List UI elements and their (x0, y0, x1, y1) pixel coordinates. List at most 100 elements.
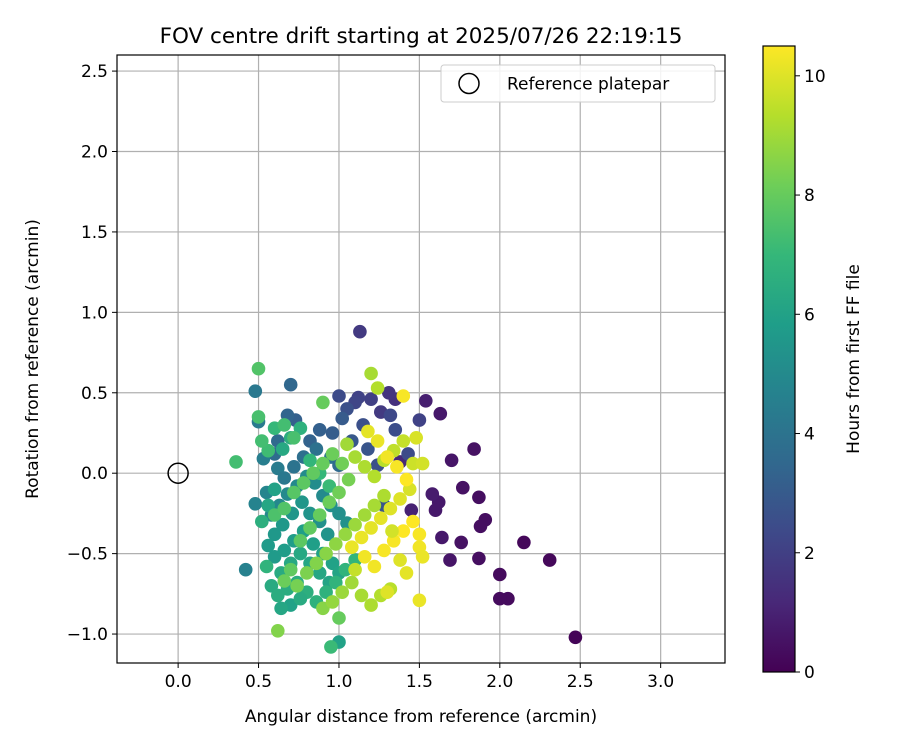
data-point (332, 611, 346, 625)
colorbar: 0 2 4 6 8 10 Hours from first FF file (762, 45, 864, 683)
data-point (248, 497, 263, 511)
data-point (306, 466, 321, 481)
data-point (374, 511, 388, 525)
colorbar-tick-label: 10 (804, 67, 826, 87)
data-point (493, 591, 507, 606)
x-tick-label: 3.0 (647, 672, 674, 692)
data-point (385, 524, 399, 538)
grid (117, 55, 725, 663)
data-point (277, 418, 292, 432)
data-point (370, 381, 385, 395)
data-point (493, 567, 507, 582)
data-point (338, 562, 353, 577)
data-point (254, 514, 269, 529)
data-point (325, 595, 340, 609)
colorbar-tick-label: 8 (804, 186, 815, 206)
data-point (364, 366, 378, 381)
y-tick-label: 2.5 (81, 62, 108, 82)
data-point (316, 456, 330, 471)
data-point (456, 480, 470, 495)
legend-label: Reference platepar (507, 75, 669, 95)
data-point (415, 456, 430, 471)
data-point (325, 447, 340, 461)
data-point (393, 553, 407, 567)
x-tick-label: 0.5 (245, 672, 272, 692)
data-point (283, 562, 298, 577)
y-tick-label: 1.5 (81, 223, 108, 243)
data-point (306, 537, 321, 551)
data-point (340, 437, 354, 452)
data-point (293, 534, 308, 548)
data-point (251, 361, 266, 376)
data-point (517, 535, 531, 550)
data-point (309, 442, 324, 456)
data-point (409, 431, 424, 445)
data-point (322, 479, 337, 493)
x-tick-label: 2.0 (486, 672, 513, 692)
data-point (433, 406, 448, 421)
data-point (275, 442, 290, 456)
x-tick-label: 0.0 (165, 672, 192, 692)
data-point (274, 601, 288, 616)
data-point (296, 476, 311, 490)
data-point (425, 487, 440, 501)
data-point (354, 588, 369, 603)
data-point (568, 630, 583, 645)
data-point (254, 434, 269, 448)
data-point (335, 585, 350, 599)
data-point (312, 423, 327, 437)
data-point (293, 591, 308, 606)
data-point (287, 431, 301, 445)
data-point (393, 492, 407, 506)
data-point (472, 490, 486, 505)
x-tick-label: 1.0 (325, 672, 352, 692)
data-point (357, 550, 372, 564)
data-point (316, 601, 330, 616)
data-point (444, 453, 459, 468)
data-point (271, 461, 285, 476)
data-point (357, 508, 372, 522)
data-point (322, 495, 337, 510)
y-axis-label: Rotation from reference (arcmin) (23, 219, 43, 499)
data-point (332, 485, 346, 500)
data-point (406, 514, 420, 529)
data-point (277, 501, 292, 516)
colorbar-tick-label: 6 (804, 305, 815, 325)
data-point (542, 553, 557, 567)
data-point (319, 585, 333, 599)
y-tick-label: 2.0 (81, 143, 108, 163)
data-point (367, 498, 382, 513)
data-point (267, 527, 282, 542)
data-point (261, 498, 276, 513)
data-point (303, 521, 317, 535)
data-point (370, 434, 385, 448)
data-point (335, 411, 350, 426)
legend-box (440, 64, 716, 103)
data-point (412, 527, 427, 542)
data-point (261, 443, 276, 458)
data-point (364, 521, 378, 535)
data-point (290, 579, 304, 593)
data-point (338, 527, 353, 542)
data-point (295, 495, 309, 510)
data-point (361, 424, 375, 439)
data-point (396, 389, 411, 403)
legend-reference-marker (458, 72, 480, 95)
data-point (329, 537, 343, 551)
data-point (419, 394, 433, 408)
data-point (325, 556, 340, 571)
colorbar-tick-label: 4 (804, 425, 815, 445)
data-point (367, 469, 382, 484)
data-point (300, 566, 314, 580)
data-point (277, 574, 292, 588)
colorbar-tick-label: 2 (804, 544, 815, 564)
data-point (267, 508, 282, 522)
data-point (383, 501, 398, 516)
data-point (396, 524, 411, 538)
data-point (320, 527, 335, 542)
data-point (332, 389, 346, 403)
data-point (380, 450, 395, 464)
data-point (353, 324, 367, 339)
